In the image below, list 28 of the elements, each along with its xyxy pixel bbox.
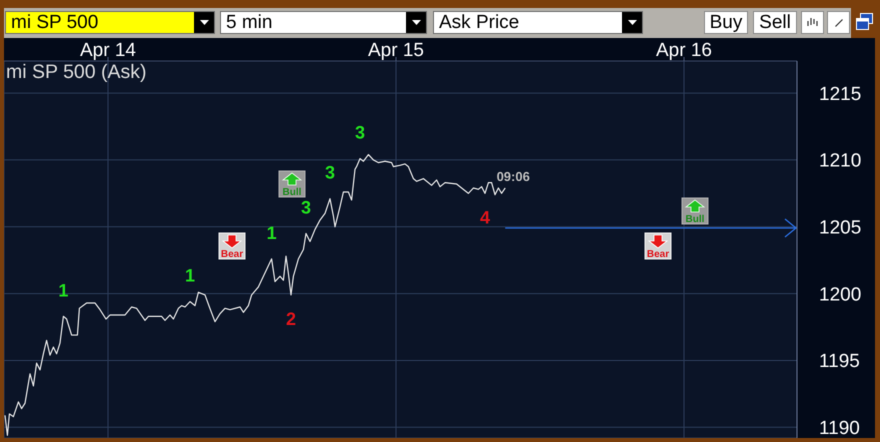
x-tick-label: Apr 16 [656, 40, 712, 61]
annotation: 3 [300, 197, 312, 218]
annotation: 3 [354, 122, 366, 143]
x-tick-label: Apr 14 [80, 40, 136, 61]
annotation: Bull [282, 187, 302, 198]
x-tick-label: Apr 15 [368, 40, 424, 61]
y-tick-label: 1195 [819, 351, 860, 372]
y-tick-label: 1190 [819, 418, 860, 440]
annotation: Bear [220, 249, 244, 260]
y-tick-label: 1210 [819, 150, 862, 172]
annotation: Bear [646, 249, 670, 260]
annotation: 1 [266, 222, 277, 243]
dropdown: Ask Price [433, 11, 643, 34]
y-tick-label: 1205 [819, 218, 862, 239]
chart-title: mi SP 500 (Ask) [6, 61, 147, 83]
annotation: 2 [286, 308, 296, 329]
annotation: 3 [324, 162, 336, 183]
dropdown: mi SP 500 [5, 11, 215, 34]
y-tick-label: 1200 [819, 284, 862, 306]
annotation: 1 [58, 280, 68, 300]
dropdown: 5 min [220, 11, 427, 34]
annotation: 4 [480, 207, 490, 228]
button: Sell [753, 11, 797, 34]
annotation: 09:06 [496, 168, 530, 184]
y-tick-label: 1215 [819, 84, 862, 105]
annotation: Bull [686, 214, 705, 225]
button: Buy [704, 11, 748, 34]
annotation: 1 [184, 266, 196, 286]
